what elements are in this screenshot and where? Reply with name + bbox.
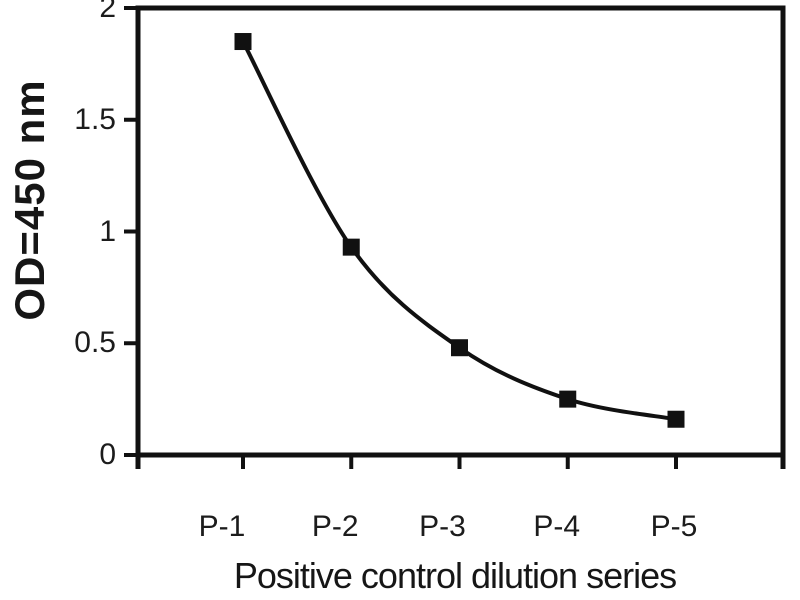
y-tick-label-0-5: 0.5 [74,326,116,360]
x-axis-title: Positive control dilution series [233,555,677,596]
y-tick-label-0: 0 [99,438,116,471]
data-point-marker-p-2 [342,238,360,256]
x-tick-label-p1: P-1 [198,510,246,543]
plot-border [135,5,786,458]
x-tick-label-p2: P-2 [311,510,359,543]
x-tick-label-p5: P-5 [650,510,698,543]
data-point-marker-p-1 [234,33,252,51]
x-tick-label-p3: P-3 [419,510,466,543]
data-point-marker-p-4 [559,390,577,408]
y-tick-label-1: 1 [99,214,116,248]
series-line [241,40,677,422]
data-point-marker-p-5 [667,410,685,428]
data-point-marker-p-3 [451,339,468,357]
y-tick-label-2: 2 [99,0,116,24]
y-tick-label-1-5: 1.5 [74,102,116,136]
x-tick-label-p4: P-4 [533,510,581,543]
